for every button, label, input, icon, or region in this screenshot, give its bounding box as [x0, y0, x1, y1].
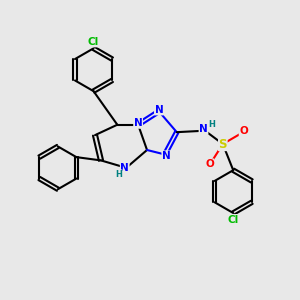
Text: Cl: Cl: [88, 37, 99, 47]
Text: S: S: [219, 138, 227, 151]
Text: N: N: [199, 124, 208, 134]
Text: H: H: [208, 120, 215, 129]
Text: Cl: Cl: [228, 214, 239, 224]
Text: H: H: [116, 170, 122, 179]
Text: N: N: [154, 105, 163, 115]
Text: N: N: [120, 163, 129, 173]
Text: O: O: [205, 159, 214, 169]
Text: N: N: [162, 151, 171, 161]
Text: N: N: [134, 118, 142, 128]
Text: O: O: [239, 126, 248, 136]
